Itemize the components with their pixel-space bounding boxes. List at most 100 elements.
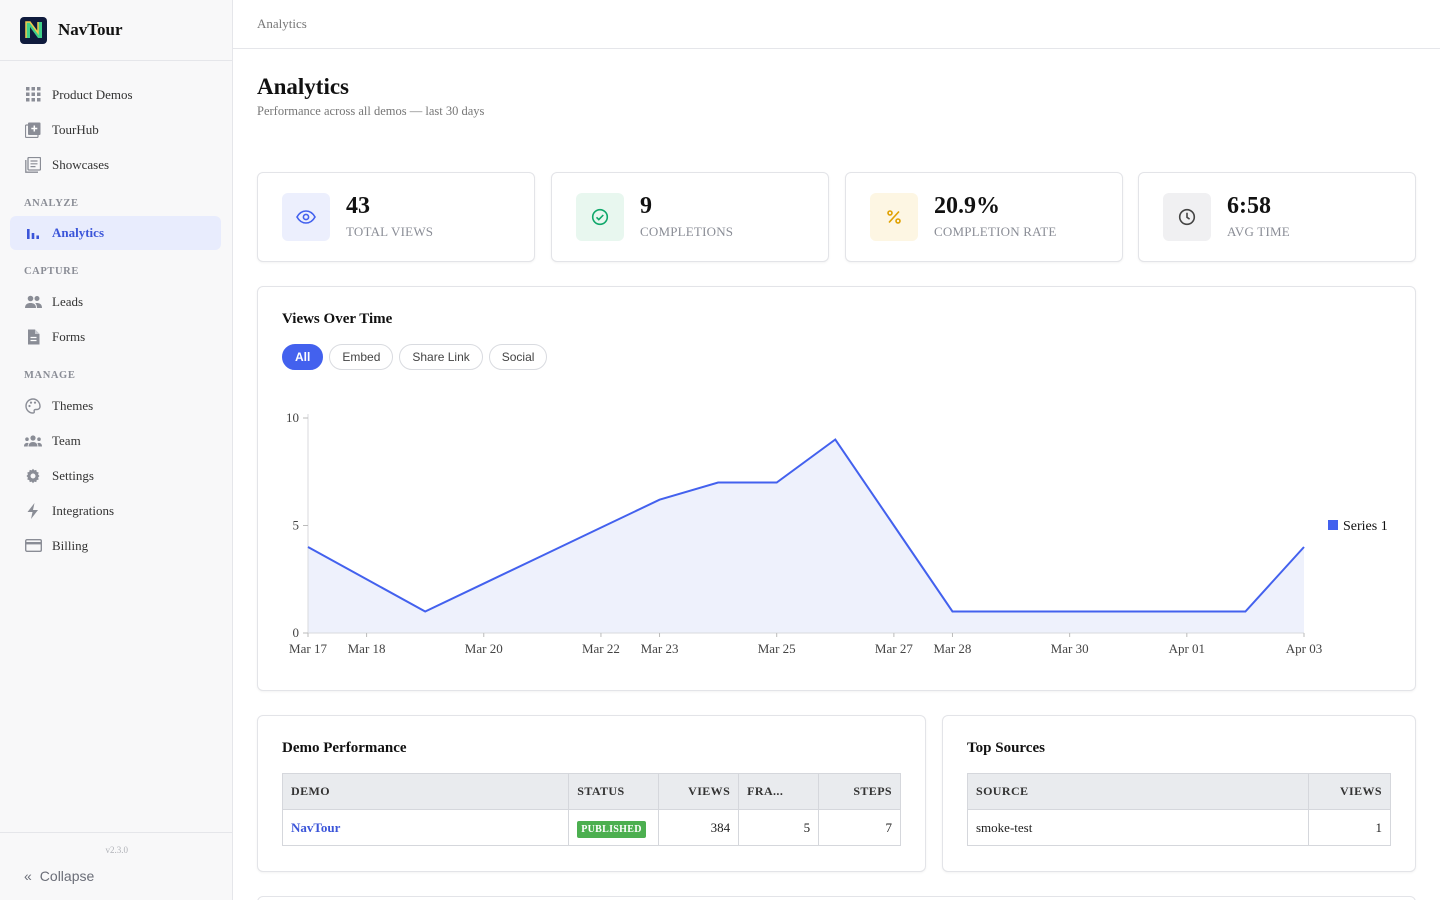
stat-card-completion-rate: 20.9% COMPLETION RATE	[845, 172, 1123, 262]
filter-pill-embed[interactable]: Embed	[329, 344, 394, 370]
source-filter-pills: All Embed Share Link Social	[282, 344, 548, 370]
double-chevron-left-icon: «	[24, 868, 32, 884]
document-icon	[24, 328, 42, 346]
y-tick-label: 5	[293, 518, 300, 533]
table-header-row: SOURCE VIEWS	[966, 773, 1391, 810]
sidebar-item-showcases[interactable]: Showcases	[0, 147, 232, 182]
x-tick-label: Mar 27	[875, 641, 913, 656]
y-tick-label: 0	[293, 625, 300, 640]
steps-cell: 7	[818, 809, 901, 846]
demo-performance-table: DEMO STATUS VIEWS FRA... STEPS NavTour P…	[281, 773, 901, 846]
collapse-label: Collapse	[39, 868, 95, 884]
palette-icon	[24, 397, 42, 415]
demo-link[interactable]: NavTour	[291, 819, 341, 835]
views-cell: 384	[658, 809, 740, 846]
sidebar-item-team[interactable]: Team	[0, 423, 232, 458]
bar-chart-icon	[24, 224, 42, 242]
gear-icon	[24, 467, 42, 485]
sidebar-item-label: TourHub	[52, 121, 99, 137]
x-tick-label: Mar 17	[289, 641, 327, 656]
views-over-time-card: Views Over Time All Embed Share Link Soc…	[257, 286, 1416, 691]
column-header-frames[interactable]: FRA...	[738, 773, 820, 810]
sidebar-item-label: Forms	[52, 328, 86, 344]
sidebar-item-label: Showcases	[52, 156, 110, 172]
page-subtitle: Performance across all demos — last 30 d…	[257, 104, 485, 118]
page-title: Analytics	[257, 74, 349, 99]
add-box-icon	[24, 121, 42, 139]
x-tick-label: Mar 28	[934, 641, 972, 656]
table-title: Top Sources	[967, 740, 1045, 756]
stat-label: COMPLETION RATE	[934, 224, 1057, 239]
brand[interactable]: NavTour	[0, 0, 232, 61]
x-tick-label: Mar 25	[758, 641, 796, 656]
sidebar-item-label: Analytics	[52, 225, 104, 240]
column-header-views[interactable]: VIEWS	[658, 773, 740, 810]
stat-value: 6:58	[1227, 193, 1271, 219]
sidebar-item-settings[interactable]: Settings	[0, 458, 232, 493]
filter-pill-all[interactable]: All	[282, 344, 324, 370]
x-tick-label: Mar 18	[348, 641, 386, 656]
credit-card-icon	[24, 537, 42, 555]
sidebar-item-label: Product Demos	[52, 86, 133, 102]
demo-name-cell[interactable]: NavTour	[281, 809, 570, 846]
stat-label: TOTAL VIEWS	[346, 224, 434, 239]
table-row: NavTour PUBLISHED 384 5 7	[281, 809, 901, 846]
check-circle-icon	[576, 193, 624, 241]
sidebar-footer: v2.3.0 « Collapse	[0, 832, 232, 900]
stat-card-completions: 9 COMPLETIONS	[551, 172, 829, 262]
views-line-chart: 0 5 10 Mar 17 Mar 18 Mar 20 Mar 22 Mar 23 Mar 25…	[286, 410, 1388, 656]
stat-card-avg-time: 6:58 AVG TIME	[1138, 172, 1416, 262]
navtour-logo-icon	[20, 16, 47, 44]
x-tick-label: Mar 22	[582, 641, 620, 656]
bolt-icon	[24, 502, 42, 520]
people-icon	[24, 293, 42, 311]
stat-value: 43	[346, 193, 370, 219]
sidebar-item-label: Settings	[52, 467, 94, 483]
percent-icon	[870, 193, 918, 241]
sidebar-nav: Product Demos TourHub Showcases ANALYZE …	[0, 61, 232, 563]
series-line	[307, 438, 1305, 613]
sidebar-item-themes[interactable]: Themes	[0, 388, 232, 423]
chart-title: Views Over Time	[282, 311, 393, 327]
x-tick-label: Apr 01	[1169, 641, 1205, 656]
sidebar-item-label: Integrations	[52, 502, 115, 518]
groups-icon	[24, 432, 42, 450]
filter-pill-share-link[interactable]: Share Link	[399, 344, 483, 370]
legend-swatch	[1328, 520, 1338, 530]
sidebar-item-leads[interactable]: Leads	[0, 284, 232, 319]
filter-pill-social[interactable]: Social	[488, 344, 548, 370]
section-label-analyze: ANALYZE	[24, 198, 79, 209]
app-name: NavTour	[58, 20, 123, 39]
app-version: v2.3.0	[105, 845, 129, 855]
table-header-row: DEMO STATUS VIEWS FRA... STEPS	[281, 773, 901, 810]
top-sources-table: SOURCE VIEWS smoke-test 1	[966, 773, 1391, 846]
column-header-status[interactable]: STATUS	[568, 773, 660, 810]
section-label-manage: MANAGE	[24, 370, 76, 381]
column-header-views[interactable]: VIEWS	[1308, 773, 1391, 810]
sidebar-item-forms[interactable]: Forms	[0, 319, 232, 354]
sidebar-item-billing[interactable]: Billing	[0, 528, 232, 563]
eye-icon	[282, 193, 330, 241]
sidebar-item-product-demos[interactable]: Product Demos	[0, 77, 232, 112]
column-header-demo[interactable]: DEMO	[281, 773, 570, 810]
frames-cell: 5	[738, 809, 820, 846]
column-header-source[interactable]: SOURCE	[966, 773, 1310, 810]
sidebar-item-integrations[interactable]: Integrations	[0, 493, 232, 528]
column-header-steps[interactable]: STEPS	[818, 773, 901, 810]
demo-performance-card: Demo Performance DEMO STATUS VIEWS FRA..…	[257, 715, 926, 872]
sidebar-item-tourhub[interactable]: TourHub	[0, 112, 232, 147]
top-sources-card: Top Sources SOURCE VIEWS smoke-test 1	[942, 715, 1416, 872]
collapse-button[interactable]: « Collapse	[24, 868, 94, 884]
sidebar-item-analytics[interactable]: Analytics	[10, 216, 221, 250]
sidebar: NavTour Product Demos TourHub Showcases …	[0, 0, 233, 900]
stat-card-total-views: 43 TOTAL VIEWS	[257, 172, 535, 262]
breadcrumb[interactable]: Analytics	[257, 16, 307, 31]
series-area	[308, 439, 1304, 633]
status-badge: PUBLISHED	[577, 820, 646, 838]
section-label-capture: CAPTURE	[24, 266, 79, 277]
x-tick-label: Mar 23	[641, 641, 679, 656]
stat-label: AVG TIME	[1227, 224, 1290, 239]
sidebar-item-label: Leads	[52, 293, 84, 309]
status-cell: PUBLISHED	[568, 809, 660, 846]
stat-value: 9	[640, 193, 652, 219]
